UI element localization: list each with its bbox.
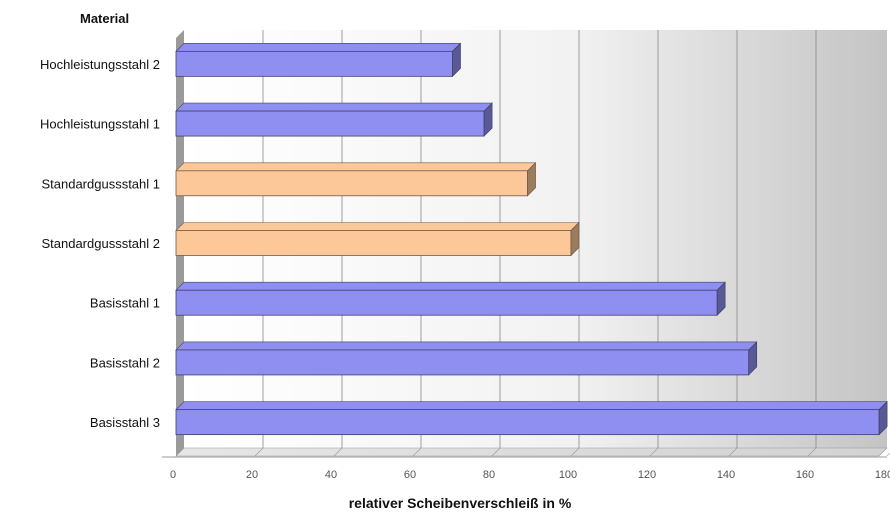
x-tick-label: 20 — [246, 469, 258, 481]
category-label: Basisstahl 3 — [90, 415, 160, 430]
x-tick-label: 140 — [717, 469, 735, 481]
x-axis-title: relativer Scheibenverschleiß in % — [349, 495, 572, 511]
bar-top-face — [175, 43, 462, 52]
x-tick-label: 0 — [170, 469, 176, 481]
bar — [175, 102, 493, 137]
bar-end-face — [452, 42, 461, 78]
bar-front-face — [175, 170, 528, 197]
bar-end-face — [483, 102, 493, 137]
bar-top-face — [175, 102, 493, 112]
bar-end-face — [570, 221, 580, 257]
floor-gridline — [333, 447, 343, 457]
x-tick-label: 120 — [638, 469, 656, 481]
floor-gridline — [491, 447, 501, 457]
bar-front-face — [175, 409, 880, 436]
bars — [175, 42, 888, 436]
x-tick-label: 160 — [796, 469, 814, 481]
category-label: Standardgussstahl 1 — [41, 176, 160, 191]
bar-end-face — [748, 341, 758, 376]
bar-top-face — [175, 162, 537, 172]
category-label: Standardgussstahl 2 — [41, 236, 160, 251]
floor — [175, 447, 888, 457]
bar-front-face — [175, 50, 453, 77]
x-tick-labels: 0 20 40 60 80 100 120 140 160 180 — [170, 469, 890, 481]
y-axis-title: Material — [80, 11, 129, 26]
x-tick-label: 100 — [559, 469, 577, 481]
bar — [175, 221, 580, 257]
bar-front-face — [175, 349, 750, 376]
category-label: Basisstahl 1 — [90, 296, 160, 311]
floor-gridline — [728, 447, 738, 457]
x-tick-label: 60 — [404, 469, 416, 481]
bar-front-face — [175, 230, 572, 256]
bar-end-face — [716, 281, 726, 316]
x-tick-label: 40 — [325, 469, 337, 481]
bar-top-face — [175, 341, 758, 351]
floor-gridline — [649, 447, 659, 457]
bar-front-face — [175, 289, 718, 316]
bar-top-face — [175, 222, 580, 231]
category-label: Hochleistungsstahl 1 — [40, 117, 160, 132]
bar — [175, 281, 726, 316]
bar — [175, 162, 537, 197]
category-label: Hochleistungsstahl 2 — [40, 57, 160, 72]
bar-top-face — [175, 401, 888, 410]
bar — [175, 400, 888, 436]
bar-end-face — [878, 400, 888, 436]
category-labels: Hochleistungsstahl 2 Hochleistungsstahl 1… — [40, 57, 160, 430]
floor-gridline — [886, 452, 890, 457]
floor-gridline — [570, 447, 580, 457]
x-tick-label: 180 — [875, 469, 890, 481]
bar-front-face — [175, 110, 485, 137]
bar — [175, 42, 462, 78]
floor-gridline — [254, 447, 264, 457]
floor-gridline — [807, 447, 817, 457]
bar — [175, 341, 758, 376]
category-label: Basisstahl 2 — [90, 355, 160, 370]
bar-end-face — [527, 162, 536, 197]
x-tick-label: 80 — [483, 469, 495, 481]
bar-top-face — [175, 281, 726, 291]
floor-gridline — [412, 447, 422, 457]
